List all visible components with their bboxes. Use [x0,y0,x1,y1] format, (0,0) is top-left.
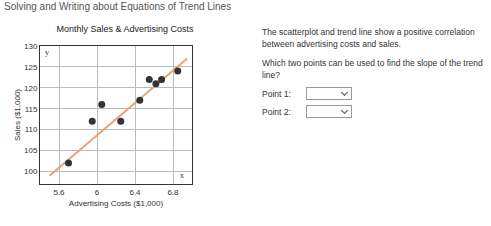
svg-text:110: 110 [25,125,38,134]
html-text:Which two points can be used t: Which two points can be used to find the… [262,57,483,80]
html-text:Point 1:: Point 1: [262,88,291,99]
svg-text:130: 130 [24,42,38,51]
html-text:Solving and Writing about Equa: Solving and Writing about Equations of T… [4,1,232,12]
html-text:The scatterplot and trend line: The scatterplot and trend line show a po… [262,27,475,50]
html-text:Point 2:: Point 2: [262,106,291,117]
svg-text:6.8: 6.8 [167,188,179,197]
svg-text:125: 125 [24,63,38,72]
svg-text:5.6: 5.6 [53,188,65,197]
svg-text:100: 100 [24,167,38,176]
svg-text:y: y [45,48,49,57]
svg-text:Monthly Sales & Advertising Co: Monthly Sales & Advertising Costs [56,24,194,34]
svg-text:6: 6 [95,188,100,197]
svg-text:105: 105 [24,146,38,155]
svg-text:120: 120 [24,84,38,93]
svg-text:Sales ($1,000): Sales ($1,000) [13,89,22,141]
svg-text:x: x [180,171,184,180]
svg-text:Advertising Costs ($1,000): Advertising Costs ($1,000) [69,199,164,208]
svg-text:115: 115 [25,105,38,114]
svg-text:6.4: 6.4 [129,188,141,197]
